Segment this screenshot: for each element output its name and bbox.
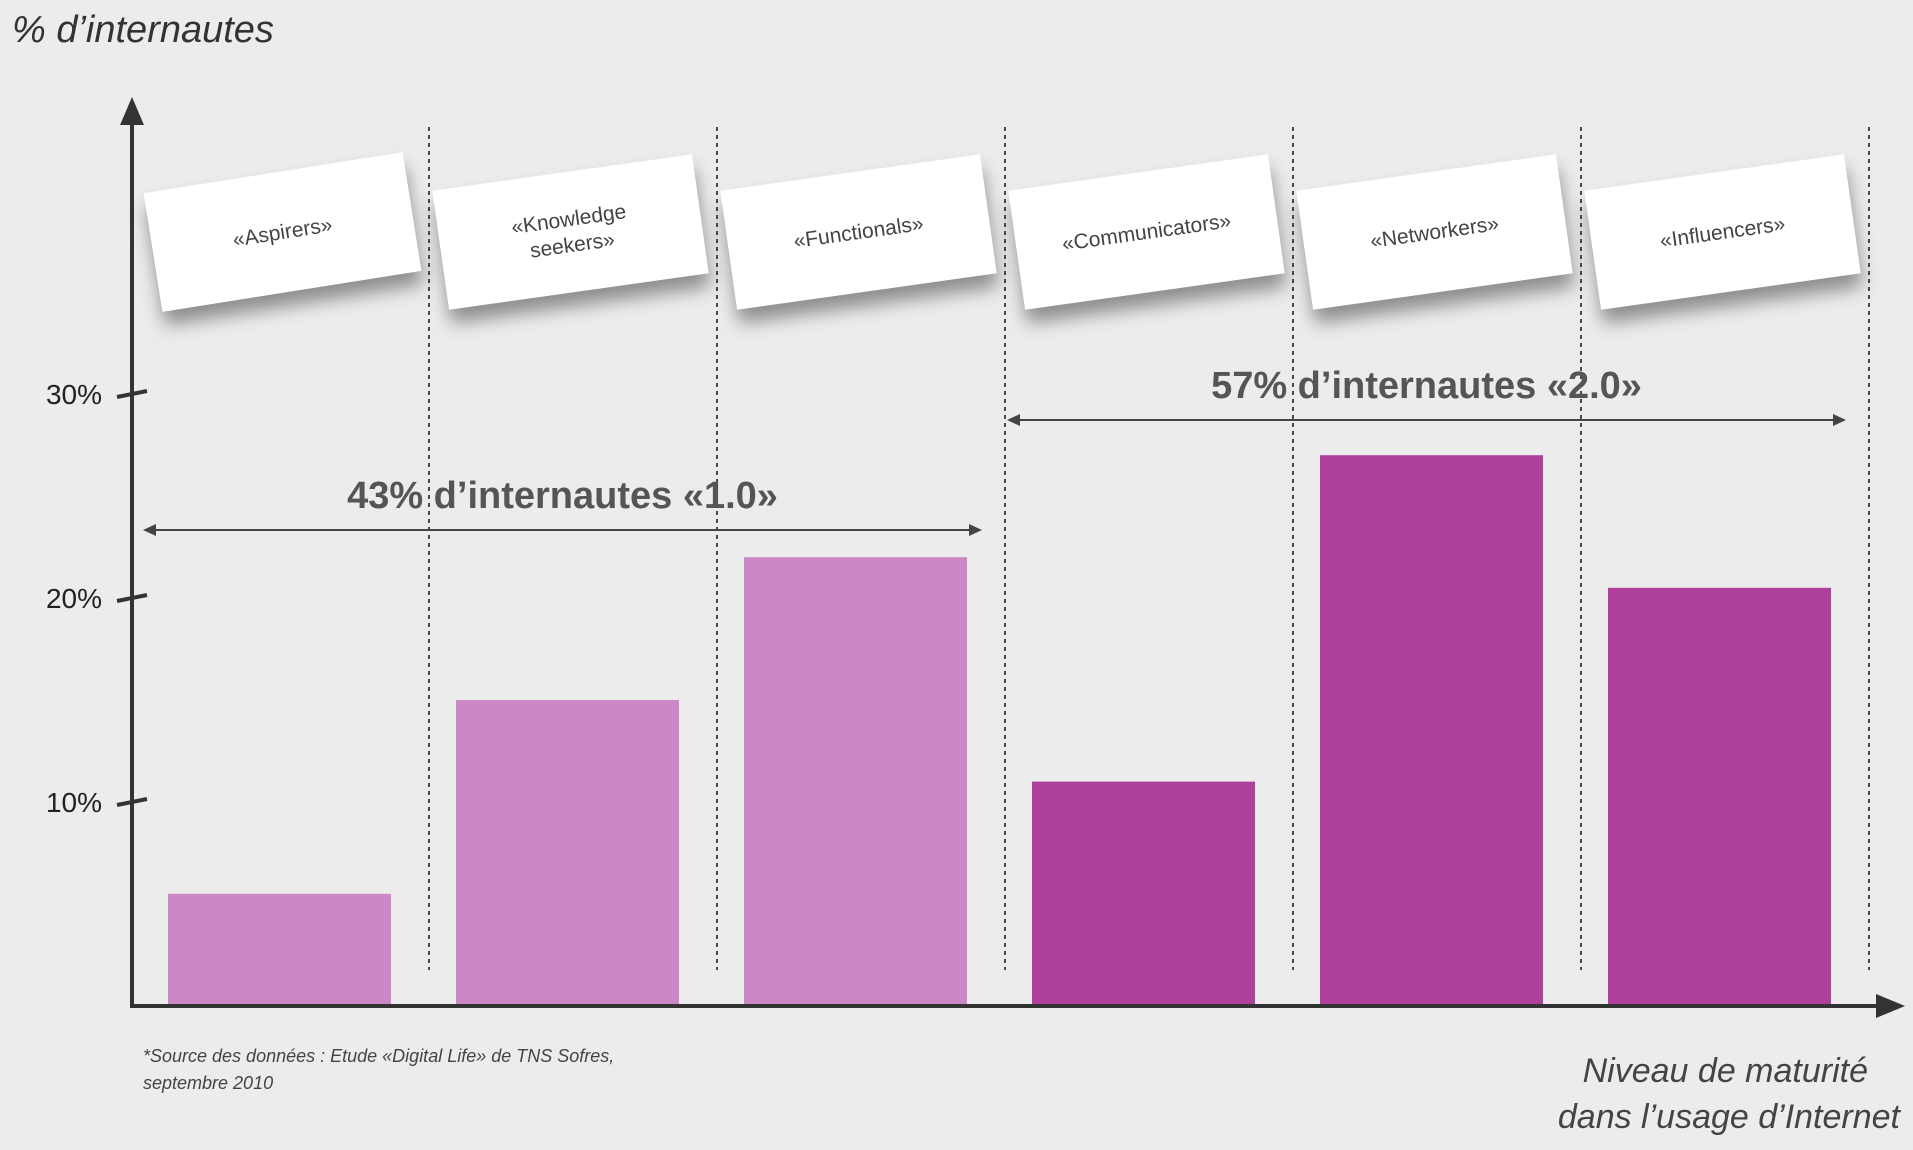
- category-card-3: «Functionals»: [720, 154, 997, 310]
- y-axis-arrowhead: [120, 97, 144, 125]
- x-axis-label-line-2: dans l’usage d’Internet: [1558, 1098, 1902, 1136]
- bars: [168, 455, 1831, 1006]
- category-card-paper: [1008, 154, 1285, 310]
- y-tick-mark-10: [116, 797, 148, 807]
- y-tick-mark-20: [116, 593, 148, 603]
- range-label-2: 57% d’internautes «2.0»: [1211, 365, 1642, 407]
- range-annotation-2: 57% d’internautes «2.0»: [1007, 365, 1846, 426]
- range-arrowhead-right: [969, 524, 982, 536]
- bar-3: [744, 557, 967, 1006]
- x-axis-arrowhead: [1876, 994, 1905, 1018]
- range-label-1: 43% d’internautes «1.0»: [347, 475, 778, 517]
- range-arrowhead-left: [1007, 414, 1020, 426]
- bar-6: [1608, 587, 1831, 1006]
- range-annotations: 43% d’internautes «1.0» 57% d’internautes…: [143, 365, 1846, 536]
- category-card-paper: [1296, 154, 1573, 310]
- category-card-1: «Aspirers»: [143, 152, 422, 312]
- y-ticks: 10% 20% 30%: [46, 379, 148, 818]
- y-tick-label-20: 20%: [46, 583, 102, 614]
- x-axis-label-line-1: Niveau de maturité: [1583, 1052, 1868, 1090]
- y-tick-label-10: 10%: [46, 787, 102, 818]
- range-annotation-1: 43% d’internautes «1.0»: [143, 475, 982, 536]
- bar-2: [456, 700, 679, 1006]
- y-axis-label: % d’internautes: [12, 9, 274, 51]
- category-card-paper: [720, 154, 997, 310]
- range-arrowhead-left: [143, 524, 156, 536]
- bar-4: [1032, 781, 1255, 1006]
- y-tick-mark-30: [116, 389, 148, 399]
- category-card-paper: [432, 154, 709, 310]
- bar-5: [1320, 455, 1543, 1006]
- bar-1: [168, 893, 391, 1006]
- category-card-paper: [1584, 154, 1861, 310]
- category-card-paper: [143, 152, 422, 312]
- source-note-line-2: septembre 2010: [143, 1073, 273, 1093]
- source-note-line-1: *Source des données : Etude «Digital Lif…: [143, 1046, 614, 1066]
- x-axis: [130, 994, 1905, 1018]
- y-tick-label-30: 30%: [46, 379, 102, 410]
- category-card-4: «Communicators»: [1008, 154, 1285, 310]
- range-arrowhead-right: [1833, 414, 1846, 426]
- category-card-5: «Networkers»: [1296, 154, 1573, 310]
- category-card-6: «Influencers»: [1584, 154, 1861, 310]
- y-axis: [120, 97, 144, 1006]
